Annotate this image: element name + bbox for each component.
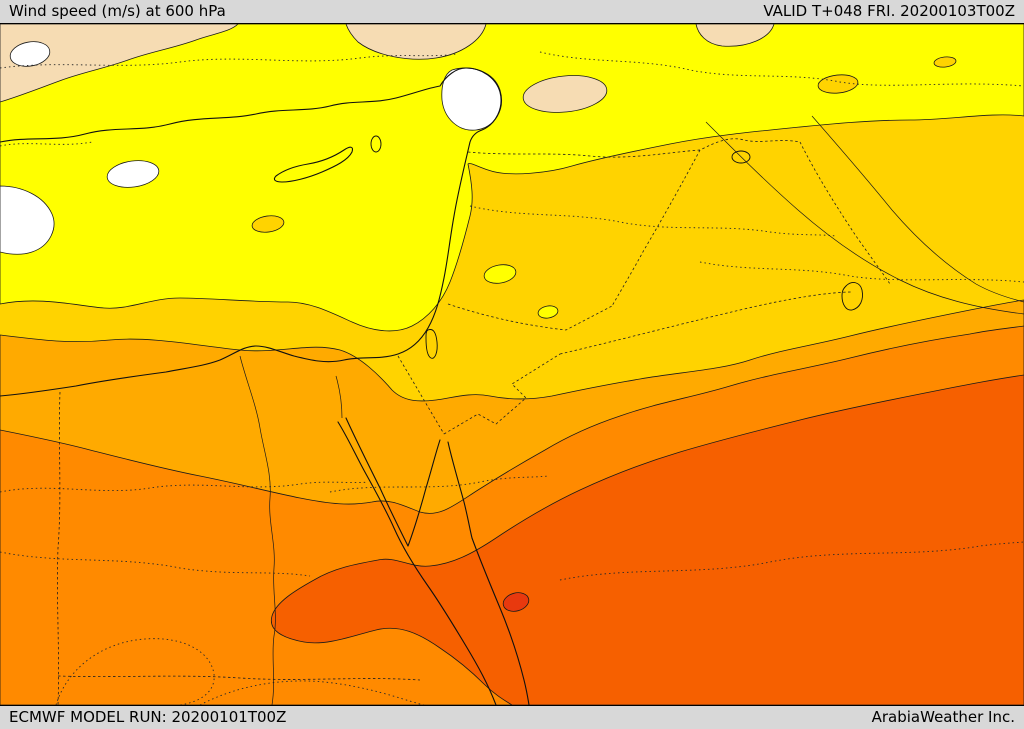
weather-map xyxy=(0,24,1024,705)
patch-white-blacksea xyxy=(9,41,51,67)
border-egypt-israel xyxy=(397,355,445,435)
lake-tuz xyxy=(370,135,382,153)
lake-van xyxy=(731,150,751,164)
map-area xyxy=(0,24,1024,705)
model-run-label: ECMWF MODEL RUN: 20200101T00Z xyxy=(9,708,287,726)
contour-dotted-11 xyxy=(199,680,425,705)
border-egypt-sudan xyxy=(57,675,421,681)
band-yellow xyxy=(0,24,1024,332)
coastline-redsea-east xyxy=(447,441,530,705)
spot-red-max xyxy=(502,592,530,612)
blob-yellow-jordan xyxy=(537,305,559,319)
provider-label: ArabiaWeather Inc. xyxy=(871,708,1015,726)
coastline-redsea-west xyxy=(337,421,497,705)
border-iraq-saudi xyxy=(559,291,853,355)
patch-cream-northeast xyxy=(695,24,775,47)
band-deep-orange xyxy=(270,374,1024,705)
contour-dotted-5 xyxy=(0,481,369,493)
dead-sea xyxy=(425,329,438,359)
blob-yellow-syria xyxy=(483,264,517,284)
patch-white-aegean xyxy=(0,185,55,255)
header-bar: Wind speed (m/s) at 600 hPa VALID T+048 … xyxy=(0,0,1024,24)
coastline-sinai xyxy=(345,417,441,547)
blob-amber-east xyxy=(817,74,859,94)
contour-dotted-3 xyxy=(469,205,837,237)
contour-dotted-1 xyxy=(0,53,457,69)
river-euphrates xyxy=(705,121,1024,315)
border-turkey-syria xyxy=(467,138,801,158)
contour-dotted-2 xyxy=(539,51,1024,87)
map-title: Wind speed (m/s) at 600 hPa xyxy=(9,2,226,20)
border-jordan-syria xyxy=(447,303,613,331)
border-egypt-libya xyxy=(57,391,61,705)
border-syria-iraq xyxy=(611,149,701,307)
footer-bar: ECMWF MODEL RUN: 20200101T00Z ArabiaWeat… xyxy=(0,705,1024,729)
patch-cream-east-anatolia xyxy=(522,75,608,113)
contour-dotted-4 xyxy=(0,141,93,147)
blob-amber-small xyxy=(933,56,957,68)
blob-amber-central-anatolia xyxy=(251,215,285,233)
patch-cream-anatolia xyxy=(345,24,487,60)
patch-cream-blacksea-west xyxy=(0,24,239,103)
suez-canal xyxy=(335,375,343,419)
patch-white-west-anatolia xyxy=(106,160,160,188)
contour-dotted-6 xyxy=(0,551,311,577)
valid-time-label: VALID T+048 FRI. 20200103T00Z xyxy=(763,2,1015,20)
contour-dotted-7 xyxy=(55,638,215,705)
river-nile xyxy=(239,355,276,705)
coastline-anatolia-levant-egypt xyxy=(0,67,502,397)
border-iraq-iran xyxy=(799,141,891,285)
island-cyprus xyxy=(273,146,354,183)
river-tigris xyxy=(811,115,1024,303)
lake-outline xyxy=(841,282,863,311)
